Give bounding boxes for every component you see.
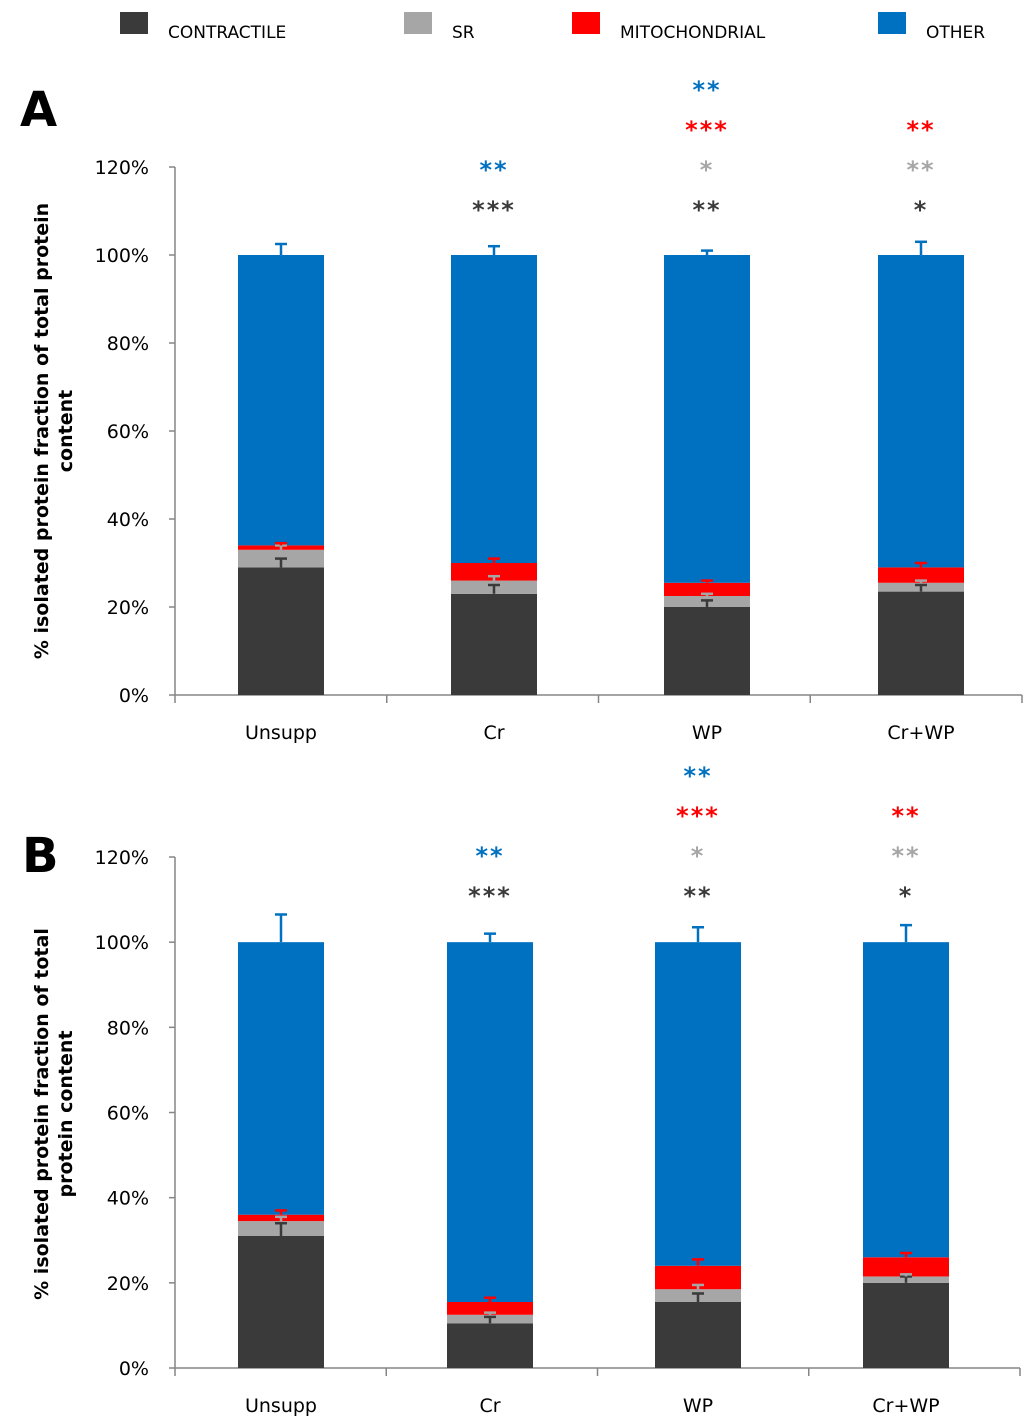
bar-contractile-unsupp bbox=[238, 1235, 324, 1368]
legend-swatch-contractile bbox=[120, 12, 148, 34]
bar-other-cr-wp bbox=[878, 255, 964, 568]
y-axis-label-line: % isolated protein fraction of total pro… bbox=[31, 203, 53, 659]
bar-other-unsupp bbox=[238, 255, 324, 546]
legend-swatch-mitochondrial bbox=[572, 12, 600, 34]
significance-marker: ** bbox=[479, 156, 508, 184]
legend-label-mitochondrial: MITOCHONDRIAL bbox=[620, 23, 766, 43]
significance-marker: * bbox=[914, 196, 929, 224]
y-tick-label: 0% bbox=[119, 1358, 149, 1380]
y-tick-label: 20% bbox=[107, 597, 149, 619]
panel-letter: B bbox=[22, 828, 59, 884]
bar-other-cr bbox=[447, 942, 533, 1302]
bar-mitochondrial-wp bbox=[655, 1265, 741, 1290]
bar-contractile-unsupp bbox=[238, 567, 324, 695]
bar-mitochondrial-wp bbox=[664, 582, 750, 596]
bar-contractile-cr-wp bbox=[878, 591, 964, 695]
y-axis-label: % isolated protein fraction of total prot… bbox=[31, 928, 77, 1300]
bar-other-cr bbox=[451, 255, 537, 563]
significance-marker: * bbox=[691, 842, 706, 870]
bar-contractile-cr bbox=[451, 593, 537, 695]
x-category-label: WP bbox=[683, 1395, 713, 1417]
y-axis-label-line: content bbox=[55, 390, 77, 472]
significance-marker: ** bbox=[692, 76, 721, 104]
x-category-label: Cr bbox=[483, 722, 504, 744]
significance-marker: * bbox=[700, 156, 715, 184]
bar-other-unsupp bbox=[238, 942, 324, 1215]
significance-marker: ** bbox=[692, 196, 721, 224]
legend-swatch-other bbox=[878, 12, 906, 34]
panel-b-chart: B % isolated protein fraction of total pro… bbox=[22, 762, 1021, 1417]
legend-label-other: OTHER bbox=[926, 23, 985, 43]
bar-contractile-cr bbox=[447, 1323, 533, 1368]
significance-marker: *** bbox=[676, 802, 720, 830]
y-tick-label: 0% bbox=[119, 685, 149, 707]
legend-label-sr: SR bbox=[452, 23, 475, 43]
bar-mitochondrial-cr bbox=[451, 563, 537, 581]
y-tick-label: 40% bbox=[107, 509, 149, 531]
y-tick-label: 100% bbox=[95, 245, 149, 267]
bar-contractile-wp bbox=[664, 607, 750, 695]
significance-marker: ** bbox=[906, 116, 935, 144]
significance-marker: ** bbox=[906, 156, 935, 184]
significance-marker: *** bbox=[468, 882, 512, 910]
x-category-label: Unsupp bbox=[245, 1395, 317, 1417]
y-tick-label: 60% bbox=[107, 1103, 149, 1125]
y-tick-label: 40% bbox=[107, 1188, 149, 1210]
y-tick-label: 120% bbox=[95, 847, 149, 869]
significance-marker: ** bbox=[891, 802, 920, 830]
y-axis-label: % isolated protein fraction of total pro… bbox=[31, 203, 77, 659]
y-tick-label: 80% bbox=[107, 333, 149, 355]
panel-letter: A bbox=[20, 82, 57, 138]
significance-marker: * bbox=[899, 882, 914, 910]
y-tick-label: 80% bbox=[107, 1017, 149, 1039]
x-category-label: Unsupp bbox=[245, 722, 317, 744]
significance-marker: *** bbox=[685, 116, 729, 144]
y-tick-label: 60% bbox=[107, 421, 149, 443]
y-tick-label: 100% bbox=[95, 932, 149, 954]
significance-marker: ** bbox=[683, 762, 712, 790]
x-category-label: Cr+WP bbox=[872, 1395, 939, 1417]
bar-mitochondrial-cr-wp bbox=[863, 1257, 949, 1277]
significance-marker: ** bbox=[683, 882, 712, 910]
bar-other-wp bbox=[655, 942, 741, 1266]
x-category-label: WP bbox=[692, 722, 722, 744]
bar-mitochondrial-cr-wp bbox=[878, 567, 964, 583]
bar-contractile-cr-wp bbox=[863, 1282, 949, 1368]
bar-other-wp bbox=[664, 255, 750, 583]
y-axis-label-line: % isolated protein fraction of total bbox=[31, 928, 53, 1300]
x-category-label: Cr+WP bbox=[887, 722, 954, 744]
y-tick-label: 20% bbox=[107, 1273, 149, 1295]
y-axis-label-line: protein content bbox=[55, 1030, 77, 1197]
panel-a-chart: A % isolated protein fraction of total pr… bbox=[20, 76, 1023, 744]
y-tick-label: 120% bbox=[95, 157, 149, 179]
bar-mitochondrial-cr bbox=[447, 1301, 533, 1315]
significance-marker: ** bbox=[891, 842, 920, 870]
significance-marker: *** bbox=[472, 196, 516, 224]
legend-label-contractile: CONTRACTILE bbox=[168, 23, 286, 43]
significance-marker: ** bbox=[475, 842, 504, 870]
legend: CONTRACTILE SR MITOCHONDRIAL OTHER bbox=[120, 12, 985, 43]
x-category-label: Cr bbox=[479, 1395, 500, 1417]
bar-contractile-wp bbox=[655, 1301, 741, 1368]
legend-swatch-sr bbox=[404, 12, 432, 34]
bar-other-cr-wp bbox=[863, 942, 949, 1258]
